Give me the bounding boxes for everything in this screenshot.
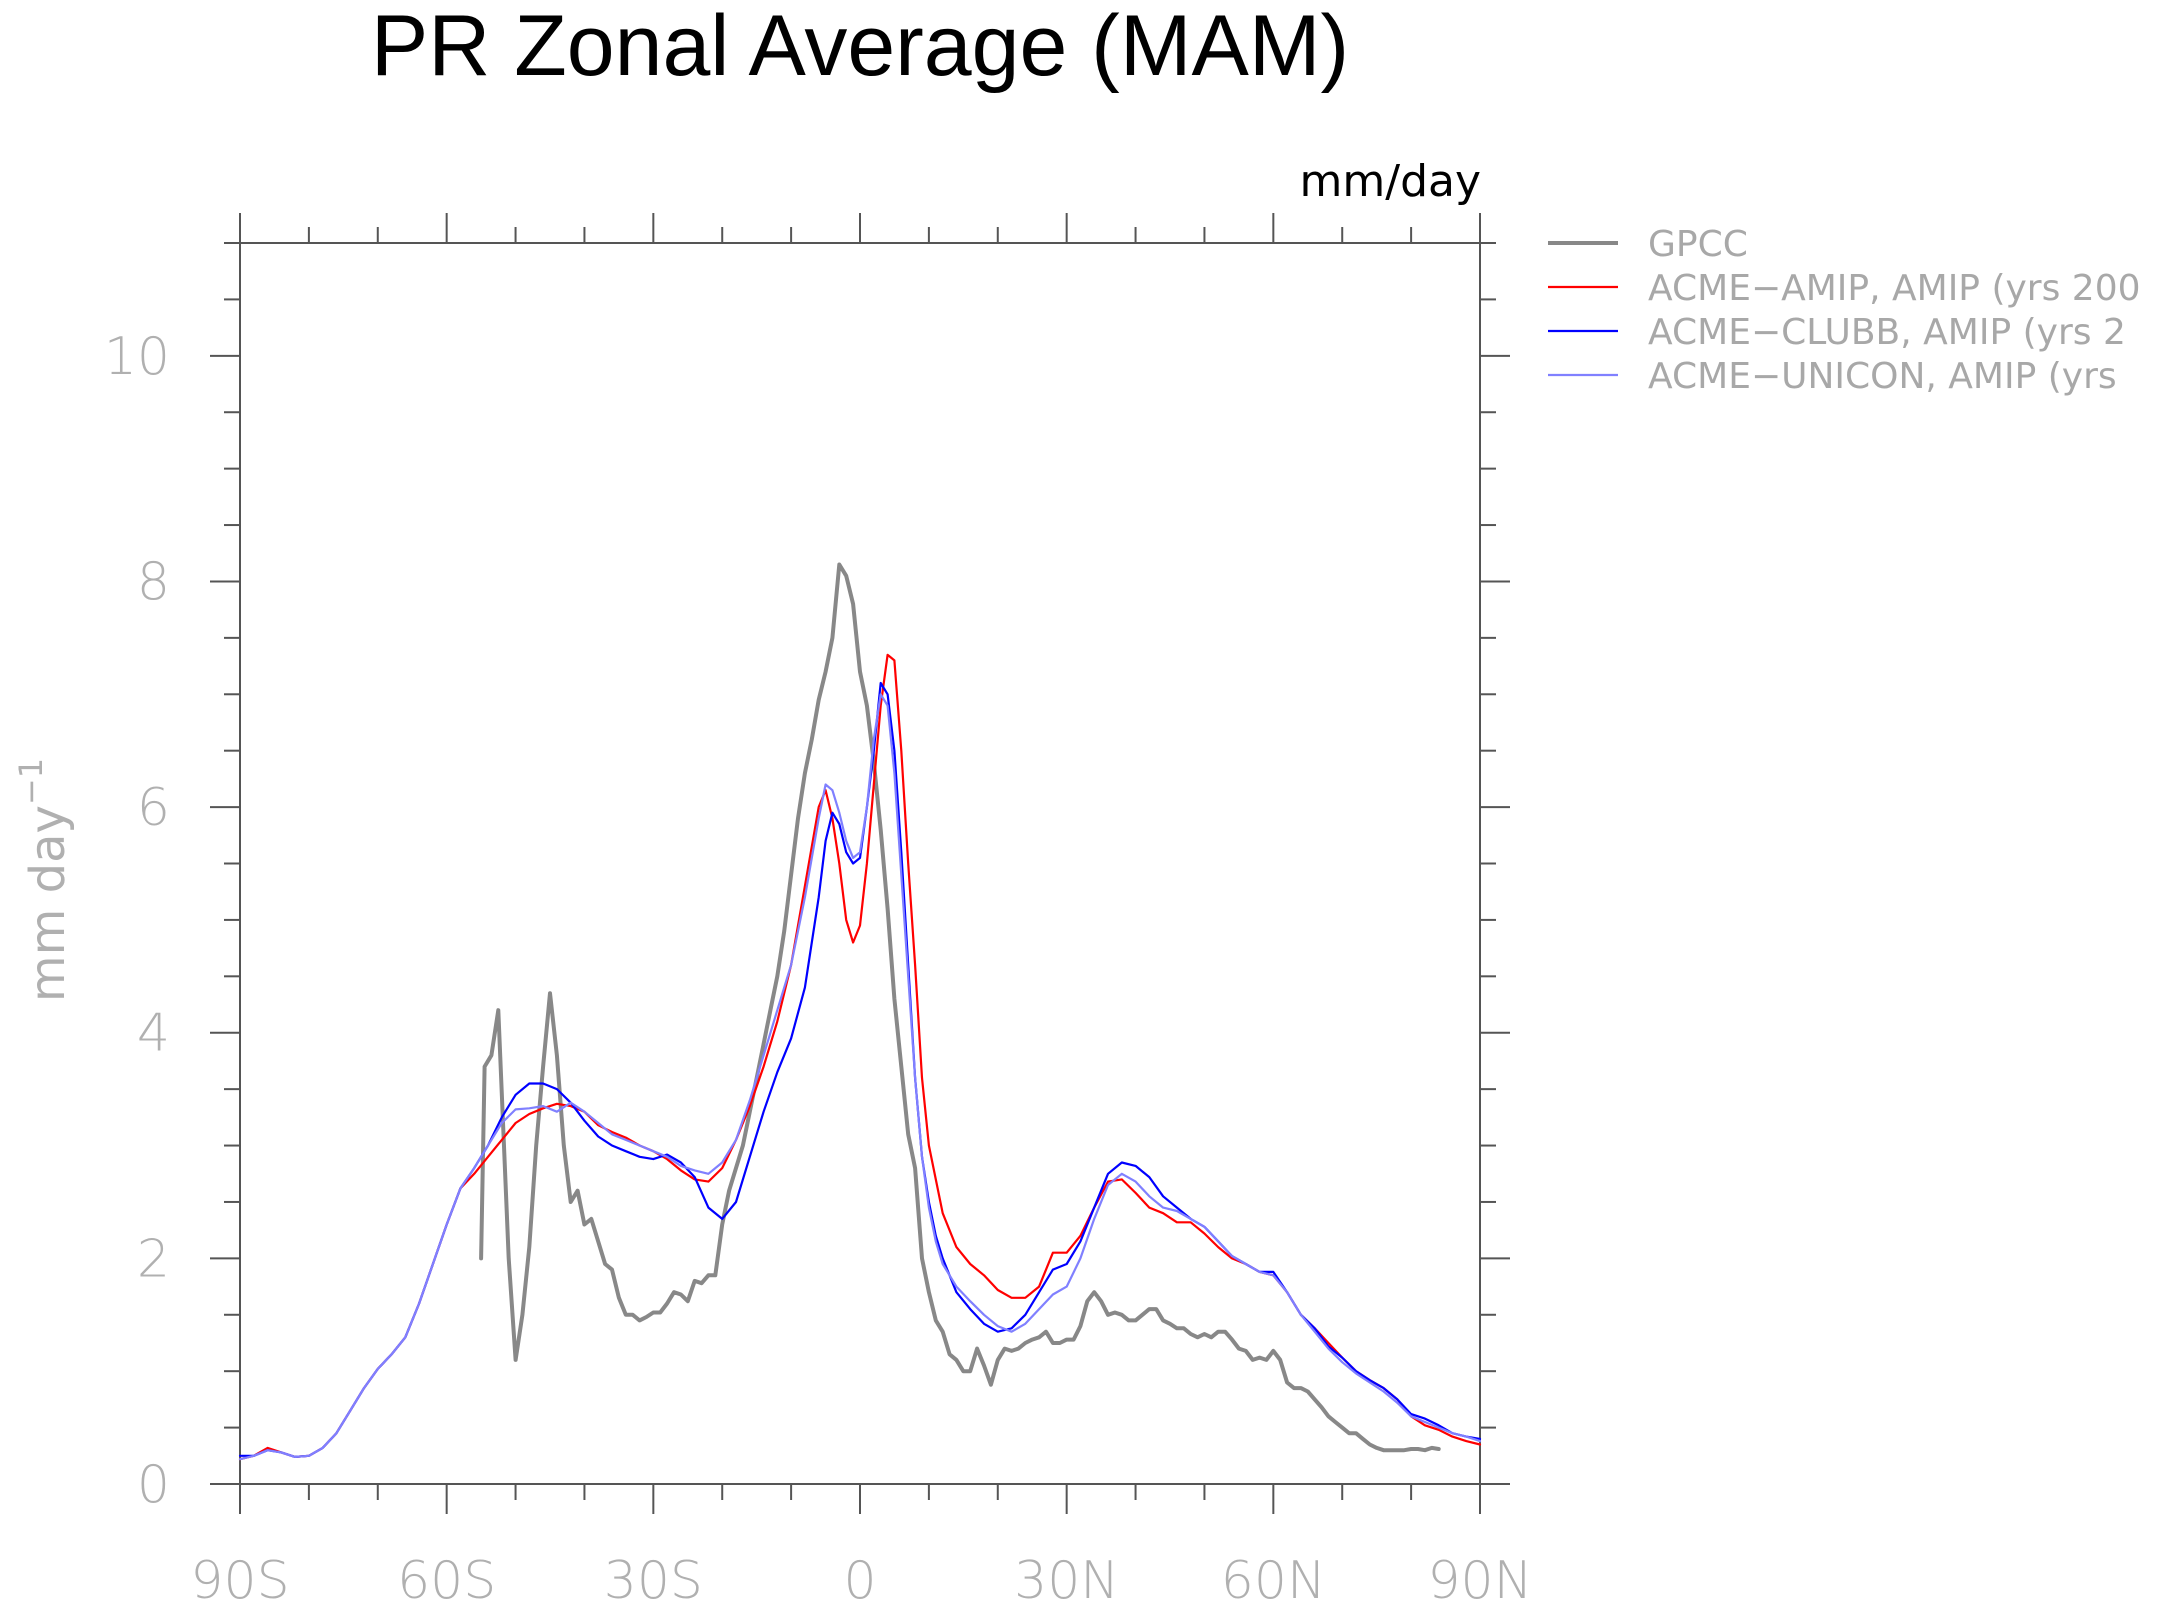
x-axis-tick-labels: 90S 60S 30S 0 30N 60N 90N [190, 1551, 1532, 1601]
x-tick-label: 30N [1014, 1551, 1119, 1601]
data-series [238, 562, 1482, 1461]
legend-label-1: GPCC [1648, 224, 1748, 265]
x-tick-label: 90N [1427, 1551, 1532, 1601]
x-tick-label: 60S [397, 1551, 496, 1601]
legend-label-3: ACME−CLUBB, AMIP (yrs 2 [1648, 312, 2126, 353]
series-line-2 [238, 653, 1482, 1461]
legend-label-4: ACME−UNICON, AMIP (yrs [1648, 356, 2117, 397]
y-tick-label: 0 [137, 1455, 170, 1515]
y-axis-tick-labels: 0 2 4 6 8 10 [104, 327, 170, 1515]
y-tick-label: 8 [137, 552, 170, 612]
x-tick-label: 30S [604, 1551, 703, 1601]
x-tick-label: 90S [190, 1551, 289, 1601]
y-tick-label: 2 [137, 1229, 170, 1289]
y-axis-title: mm day−1 [12, 758, 76, 1002]
x-tick-label: 0 [843, 1551, 876, 1601]
series-line-1 [479, 562, 1441, 1453]
y-tick-label: 10 [104, 327, 170, 387]
axis-ticks [210, 213, 1510, 1514]
units-label: mm/day [1300, 156, 1481, 207]
series-line-4 [238, 693, 1482, 1461]
series-line-3 [238, 681, 1482, 1458]
y-tick-label: 6 [137, 778, 170, 838]
chart-title: PR Zonal Average (MAM) [371, 0, 1349, 94]
legend-label-2: ACME−AMIP, AMIP (yrs 200 [1648, 268, 2141, 309]
plot-frame [239, 242, 1481, 1485]
y-tick-label: 4 [137, 1004, 170, 1064]
x-tick-label: 60N [1221, 1551, 1326, 1601]
